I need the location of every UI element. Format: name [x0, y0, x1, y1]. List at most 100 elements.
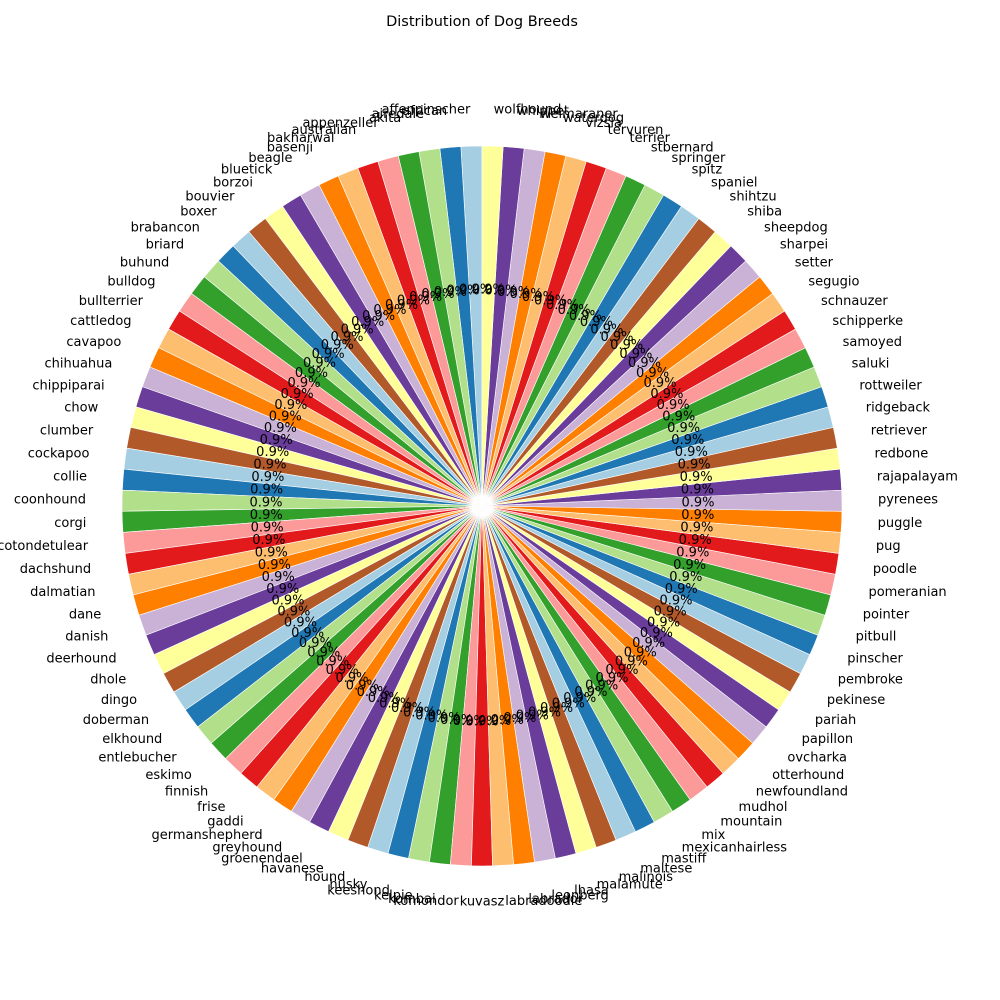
percent-label-kombai: 0.9% [440, 713, 473, 728]
category-label-cattledog: cattledog [70, 314, 131, 329]
percent-label-ovcharka: 0.9% [632, 636, 665, 651]
category-label-pomeranian: pomeranian [868, 585, 946, 600]
category-label-vizsla: vizsla [585, 116, 621, 131]
category-label-chihuahua: chihuahua [44, 356, 112, 371]
category-label-coonhound: coonhound [14, 493, 86, 508]
percent-label-schnauzer: 0.9% [650, 387, 683, 402]
category-label-newfoundland: newfoundland [756, 785, 848, 800]
percent-label-australian: 0.9% [397, 294, 430, 309]
category-label-cockapoo: cockapoo [28, 446, 90, 461]
category-label-mix: mix [701, 828, 725, 843]
category-label-springer: springer [672, 151, 726, 166]
category-label-entlebucher: entlebucher [98, 751, 177, 766]
category-label-cotondetulear: cotondetulear [0, 539, 89, 554]
percent-label-labradoodle: 0.9% [478, 714, 511, 729]
category-label-bouvier: bouvier [185, 189, 235, 204]
category-label-dingo: dingo [101, 693, 137, 708]
category-label-sharpei: sharpei [780, 238, 828, 253]
category-label-terrier: terrier [630, 131, 671, 146]
percent-label-saluki: 0.9% [667, 421, 700, 436]
category-label-bakharwal: bakharwal [267, 131, 335, 146]
percent-label-mountain: 0.9% [596, 671, 629, 686]
percent-label-eskimo: 0.9% [307, 646, 340, 661]
category-label-dachshund: dachshund [20, 562, 91, 577]
category-label-papillon: papillon [802, 732, 854, 747]
category-label-setter: setter [795, 256, 834, 271]
percent-label-spitz: 0.9% [580, 315, 613, 330]
percent-label-otterhound: 0.9% [624, 646, 657, 661]
category-label-tervuren: tervuren [608, 123, 664, 138]
category-label-spitz: spitz [692, 163, 723, 178]
pie-slices [121, 145, 843, 867]
category-label-pointer: pointer [863, 608, 910, 623]
percent-label-malamute: 0.9% [528, 705, 561, 720]
category-label-rottweiler: rottweiler [859, 378, 922, 393]
percent-label-chow: 0.9% [256, 445, 289, 460]
category-label-maltese: maltese [640, 862, 692, 877]
category-label-retriever: retriever [871, 423, 928, 438]
percent-label-pyrenees: 0.9% [681, 495, 714, 510]
category-label-shihtzu: shihtzu [730, 189, 777, 204]
percent-label-greyhound: 0.9% [357, 685, 390, 700]
category-label-mastiff: mastiff [661, 852, 707, 867]
category-label-leonberg: leonberg [551, 888, 608, 903]
category-label-schipperke: schipperke [832, 314, 903, 329]
percent-label-dachshund: 0.9% [252, 533, 285, 548]
percent-label-weimaraner: 0.9% [497, 285, 530, 300]
percent-label-waterdog: 0.9% [510, 287, 543, 302]
category-label-bullterrier: bullterrier [79, 294, 144, 309]
percent-label-springer: 0.9% [569, 309, 602, 324]
percent-label-collie: 0.9% [250, 483, 283, 498]
category-label-weimaraner: weimaraner [540, 107, 618, 122]
percent-label-pug: 0.9% [680, 521, 713, 536]
percent-label-rottweiler: 0.9% [671, 433, 704, 448]
category-label-groenendael: groenendael [221, 852, 303, 867]
percent-label-pariah: 0.9% [647, 616, 680, 631]
category-label-malamute: malamute [597, 878, 663, 893]
percent-label-terrier: 0.9% [546, 298, 579, 313]
percent-label-tervuren: 0.9% [534, 294, 567, 309]
category-label-corgi: corgi [54, 516, 86, 531]
percent-label-hound: 0.9% [391, 701, 424, 716]
category-label-pembroke: pembroke [838, 673, 903, 688]
percent-label-vizsla: 0.9% [522, 290, 555, 305]
percent-label-cavapoo: 0.9% [269, 409, 302, 424]
category-label-shiba: shiba [747, 204, 782, 219]
percent-label-keeshond: 0.9% [415, 709, 448, 724]
category-label-ovcharka: ovcharka [787, 751, 847, 766]
pie-slice-wolfhound [481, 145, 504, 507]
category-label-dane: dane [69, 608, 101, 623]
percent-label-poodle: 0.9% [679, 533, 712, 548]
category-label-malinois: malinois [619, 870, 674, 885]
category-label-komondor: komondor [393, 894, 459, 909]
category-label-havanese: havanese [261, 862, 324, 877]
chart-title: Distribution of Dog Breeds [386, 14, 578, 30]
percent-label-germanshepherd: 0.9% [346, 678, 379, 693]
category-label-mudhol: mudhol [739, 800, 788, 815]
percent-label-basenji: 0.9% [373, 303, 406, 318]
category-label-poodle: poodle [873, 562, 917, 577]
category-label-dalmatian: dalmatian [30, 585, 95, 600]
percent-label-segugio: 0.9% [644, 376, 677, 391]
category-label-pariah: pariah [815, 713, 856, 728]
percent-label-brabancon: 0.9% [312, 347, 345, 362]
percent-label-shiba: 0.9% [610, 338, 643, 353]
category-label-pug: pug [876, 539, 901, 554]
category-label-frise: frise [197, 800, 225, 815]
percent-label-whippet: 0.9% [484, 283, 517, 298]
category-label-keeshond: keeshond [327, 884, 390, 899]
category-label-labrador: labrador [528, 892, 583, 907]
category-label-schnauzer: schnauzer [821, 294, 888, 309]
percent-label-kelpie: 0.9% [428, 711, 461, 726]
category-label-wolfhound: wolfhound [494, 103, 562, 118]
percent-label-pomeranian: 0.9% [676, 546, 709, 561]
category-label-eskimo: eskimo [145, 768, 192, 783]
category-label-dhole: dhole [90, 673, 126, 688]
category-label-pekinese: pekinese [827, 693, 885, 708]
percent-label-maltese: 0.9% [552, 697, 585, 712]
category-label-bluetick: bluetick [221, 163, 273, 178]
percent-label-sharpei: 0.9% [628, 356, 661, 371]
percent-label-bluetick: 0.9% [351, 315, 384, 330]
percent-label-stbernard: 0.9% [558, 303, 591, 318]
percent-label-dhole: 0.9% [271, 593, 304, 608]
